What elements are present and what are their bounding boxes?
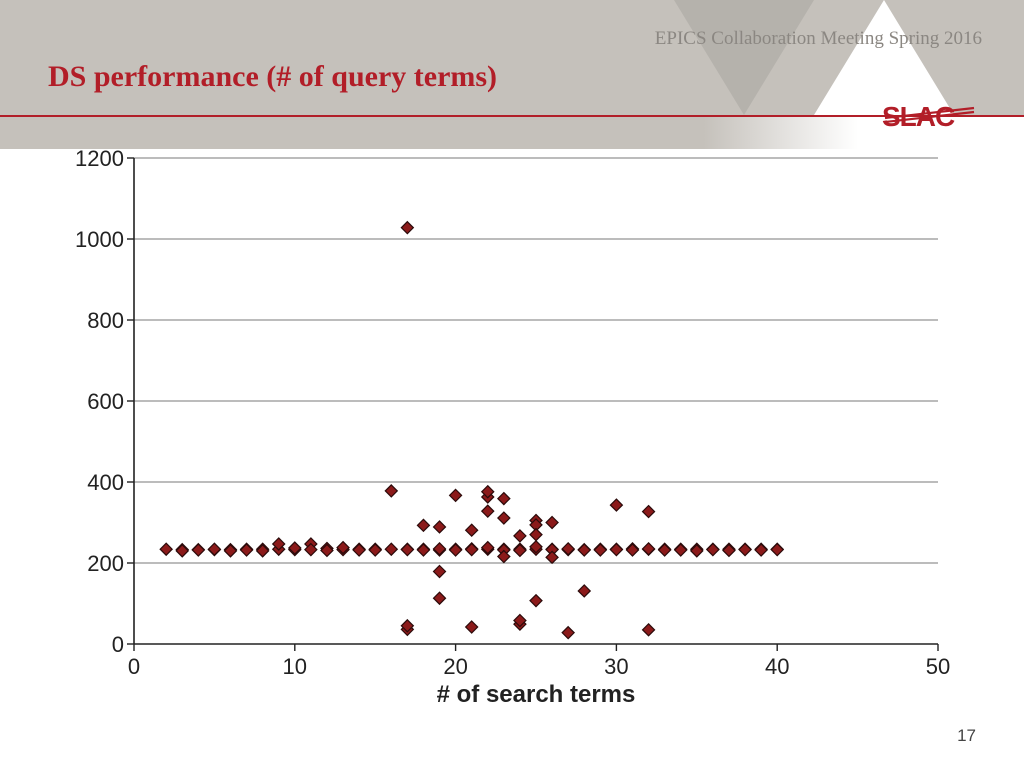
header-banner-tail — [0, 115, 858, 149]
svg-text:50: 50 — [926, 654, 950, 679]
svg-text:10: 10 — [283, 654, 307, 679]
svg-text:40: 40 — [765, 654, 789, 679]
svg-text:0: 0 — [112, 632, 124, 657]
svg-text:800: 800 — [87, 308, 124, 333]
svg-text:1200: 1200 — [75, 150, 124, 171]
svg-text:0: 0 — [128, 654, 140, 679]
header-rule — [0, 115, 1024, 117]
svg-text:400: 400 — [87, 470, 124, 495]
svg-text:20: 20 — [443, 654, 467, 679]
conference-name: EPICS Collaboration Meeting Spring 2016 — [655, 28, 982, 50]
header-banner — [0, 0, 1024, 115]
slide-title: DS performance (# of query terms) — [48, 60, 497, 94]
svg-text:30: 30 — [604, 654, 628, 679]
slac-logo: SLAC — [882, 100, 982, 139]
page-number: 17 — [957, 726, 976, 746]
scatter-chart: 0 200 400 600 800 1000 1200 0 10 20 30 40 50 # of sea… — [58, 150, 958, 710]
svg-text:# of search terms: # of search terms — [437, 681, 636, 708]
svg-text:600: 600 — [87, 389, 124, 414]
svg-text:1000: 1000 — [75, 227, 124, 252]
svg-text:200: 200 — [87, 551, 124, 576]
